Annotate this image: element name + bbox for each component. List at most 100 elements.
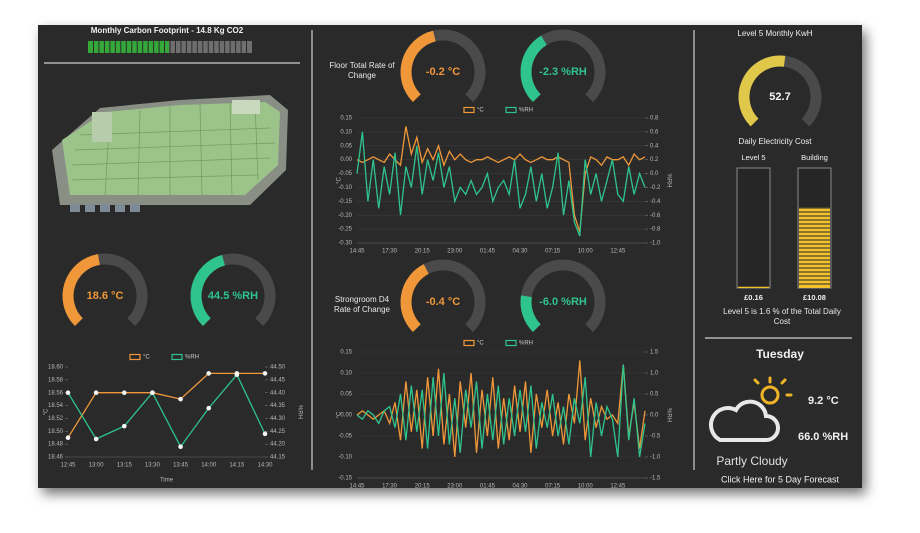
gauge-value — [400, 30, 436, 103]
chart-title: Floor Total Rate of Change — [329, 61, 395, 80]
gauge-label: -0.2 °C — [426, 66, 460, 78]
y-tick-label: 18.50 — [48, 429, 64, 435]
y-tick-label: 18.54 — [48, 403, 64, 409]
y2-tick-label: 44.35 — [270, 403, 286, 409]
series-line — [67, 372, 265, 439]
chart-title: Monthly Carbon Footprint - 14.8 Kg CO2 — [91, 26, 244, 35]
legend-label: °C — [143, 355, 150, 361]
y-tick-label: 18.46 — [48, 455, 64, 461]
data-point — [65, 435, 71, 441]
legend-swatch — [171, 353, 183, 361]
x-tick-label: 14:45 — [349, 484, 365, 490]
legend-swatch — [505, 339, 517, 347]
y2-tick-label: 44.30 — [270, 416, 286, 422]
gauge-value — [400, 264, 429, 333]
data-point — [262, 371, 268, 376]
x-tick-label: 13:00 — [89, 463, 105, 469]
x-tick-label: 14:45 — [349, 249, 365, 255]
series-line — [356, 360, 646, 458]
x-tick-label: 14:30 — [257, 463, 273, 469]
x-tick-label: 07:15 — [545, 249, 561, 255]
bar — [738, 286, 769, 288]
y2-tick-label: 44.25 — [270, 429, 286, 435]
data-point — [93, 436, 99, 442]
y2-tick-label: 44.20 — [270, 442, 286, 448]
x-tick-label: 04:30 — [513, 249, 529, 255]
y-tick-label: -0.20 — [338, 213, 352, 219]
x-tick-label: 13:45 — [173, 463, 189, 469]
y-tick-label: 18.60 — [48, 365, 64, 371]
gauge-label: 18.6 °C — [87, 290, 124, 302]
legend-label: °C — [477, 108, 484, 114]
y2-tick-label: 1.5 — [650, 350, 659, 356]
x-tick-label: 17:30 — [382, 484, 398, 490]
y-tick-label: 0.15 — [340, 350, 352, 356]
series-line — [356, 364, 646, 458]
data-point — [178, 444, 183, 450]
legend-swatch — [505, 106, 517, 114]
series-line — [356, 126, 646, 233]
gauge-label: 44.5 %RH — [208, 290, 258, 302]
series-line — [356, 131, 646, 237]
y-tick-label: 0.05 — [340, 392, 352, 398]
y2-tick-label: -0.6 — [650, 213, 661, 219]
y-axis-label: °C — [44, 408, 50, 415]
gauge-title: Level 5 Monthly KwH — [737, 29, 812, 38]
legend-label: °C — [477, 341, 484, 347]
y-tick-label: 0.15 — [340, 116, 352, 122]
weather-humidity: 66.0 %RH — [798, 431, 848, 443]
y-tick-label: 0.00 — [340, 413, 352, 419]
y2-tick-label: 0.0 — [650, 413, 659, 419]
data-point — [206, 371, 212, 376]
y2-tick-label: 0.8 — [650, 116, 659, 122]
bar-value-label: £0.16 — [744, 293, 763, 302]
gauge-label: -0.4 °C — [426, 296, 460, 308]
data-point — [93, 390, 99, 396]
weather-day: Tuesday — [756, 347, 804, 361]
y-tick-label: 18.48 — [48, 442, 64, 448]
gauge-value — [738, 55, 786, 127]
y-tick-label: -0.05 — [338, 171, 352, 177]
y-tick-label: -0.10 — [338, 185, 352, 191]
y2-tick-label: -1.0 — [650, 241, 661, 247]
y2-tick-label: 0.0 — [650, 171, 659, 177]
gauge-value — [190, 254, 226, 327]
y-tick-label: -0.15 — [338, 476, 352, 482]
gauge-value — [520, 295, 541, 333]
y2-tick-label: 44.50 — [270, 365, 286, 371]
data-point — [65, 390, 71, 396]
x-tick-label: 20:15 — [415, 249, 431, 255]
forecast-link[interactable]: Click Here for 5 Day Forecast — [721, 474, 840, 484]
y-tick-label: 0.10 — [340, 371, 352, 377]
data-point — [150, 390, 155, 396]
y2-tick-label: -0.2 — [650, 185, 661, 191]
y-tick-label: -0.10 — [338, 455, 352, 461]
x-tick-label: 07:15 — [545, 484, 561, 490]
gauge-label: 52.7 — [769, 91, 790, 103]
y-tick-label: 18.52 — [48, 416, 64, 422]
series-line — [67, 373, 266, 448]
x-tick-label: 12:45 — [610, 484, 626, 490]
gauge-value — [520, 35, 547, 103]
y2-axis-label: %RH — [296, 405, 302, 419]
y-tick-label: 18.58 — [48, 377, 64, 383]
weather-condition: Partly Cloudy — [716, 454, 787, 468]
legend-swatch — [129, 353, 141, 361]
x-tick-label: 20:15 — [415, 484, 431, 490]
chart-title: Daily Electricity Cost — [739, 137, 813, 146]
y2-tick-label: -0.4 — [650, 199, 661, 205]
floor-plan — [52, 95, 288, 212]
x-axis-label: Time — [160, 478, 174, 484]
y-tick-label: 18.56 — [48, 390, 64, 396]
y2-tick-label: -1.5 — [650, 476, 661, 482]
y2-tick-label: 0.2 — [650, 157, 659, 163]
data-point — [121, 423, 127, 429]
y2-tick-label: 0.5 — [650, 392, 659, 398]
y-tick-label: 0.00 — [340, 157, 352, 163]
bar-category: Level 5 — [741, 153, 765, 162]
y2-tick-label: 1.0 — [650, 371, 659, 377]
weather-temperature: 9.2 °C — [808, 395, 839, 407]
data-point — [206, 405, 212, 411]
